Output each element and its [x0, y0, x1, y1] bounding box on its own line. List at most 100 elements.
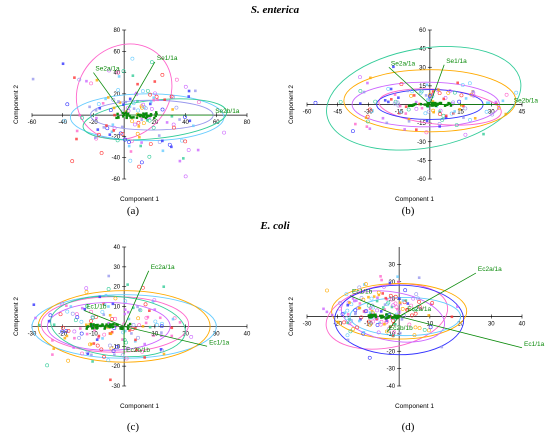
data-point [196, 148, 200, 152]
data-point [151, 125, 156, 130]
data-point [170, 145, 173, 149]
data-point [473, 116, 477, 120]
data-point [374, 315, 378, 319]
data-point [111, 302, 115, 306]
data-point [388, 281, 392, 285]
data-point [426, 97, 431, 102]
data-point [128, 105, 132, 108]
data-point [380, 278, 383, 282]
data-point [106, 96, 110, 99]
data-point [391, 303, 396, 308]
data-point [160, 331, 163, 334]
data-point [364, 116, 368, 120]
data-point [399, 82, 404, 86]
x-tick-label: 30 [488, 322, 495, 328]
data-point [344, 292, 349, 296]
data-point [196, 100, 201, 105]
x-tick-label: 40 [519, 322, 526, 328]
data-point [444, 115, 448, 119]
data-point [389, 87, 393, 91]
data-point [95, 116, 98, 120]
data-point [152, 98, 156, 102]
data-point [138, 135, 141, 139]
data-point [95, 78, 99, 82]
data-point [163, 98, 166, 102]
data-point [337, 306, 342, 311]
data-point [357, 319, 361, 323]
data-point [85, 304, 89, 309]
data-point [397, 280, 400, 284]
data-point [463, 106, 468, 111]
y-tick-label: -40 [111, 156, 120, 162]
data-point [191, 124, 195, 128]
data-point [482, 132, 485, 136]
panel-label-d: (d) [401, 421, 415, 433]
data-point [415, 128, 418, 132]
data-point [97, 336, 100, 339]
data-point [504, 112, 508, 116]
data-point [358, 75, 362, 80]
data-point [116, 88, 121, 92]
data-point [365, 125, 369, 128]
data-point [370, 315, 373, 319]
x-axis-title: Component 1 [120, 196, 159, 203]
data-point [351, 327, 356, 331]
data-point [144, 315, 149, 320]
data-point [120, 125, 124, 129]
data-point [182, 157, 185, 160]
data-point [106, 358, 111, 363]
y-tick-label: 15 [419, 84, 426, 90]
data-point [392, 316, 395, 319]
data-point [417, 276, 421, 279]
data-point [143, 106, 148, 111]
data-point [153, 80, 157, 83]
data-point [162, 352, 166, 356]
data-point [145, 115, 149, 118]
data-point [381, 315, 384, 318]
data-point [115, 344, 120, 349]
data-point [72, 346, 75, 349]
data-point [392, 65, 395, 69]
data-point [325, 288, 329, 293]
data-point [355, 325, 359, 330]
data-point [414, 292, 419, 297]
data-point [104, 324, 107, 328]
confidence-ellipse [37, 290, 211, 363]
loading-label: Ec2a/1a [407, 306, 431, 313]
y-tick-label: -20 [386, 349, 395, 355]
data-point [153, 116, 156, 120]
data-point [410, 313, 414, 318]
data-point [459, 93, 464, 98]
data-point [91, 360, 94, 363]
data-point [113, 113, 116, 117]
data-point [351, 129, 355, 134]
data-point [432, 104, 435, 107]
data-point [353, 312, 357, 316]
data-point [120, 132, 125, 136]
y-tick-label: 30 [113, 265, 120, 271]
data-point [107, 274, 111, 278]
data-point [156, 98, 159, 102]
data-point [346, 338, 350, 342]
data-point [406, 107, 411, 112]
data-point [346, 313, 350, 316]
data-point [65, 309, 70, 314]
data-point [183, 115, 187, 119]
data-point [418, 102, 421, 106]
data-point [432, 110, 435, 114]
data-point [354, 122, 357, 126]
data-point [180, 138, 184, 143]
x-tick-label: -30 [364, 110, 373, 116]
data-point [159, 324, 164, 329]
data-point [132, 116, 135, 119]
data-point [431, 90, 435, 93]
data-point [137, 323, 142, 328]
data-point [165, 121, 169, 124]
data-point [364, 282, 368, 286]
data-point [153, 91, 157, 96]
y-tick-label: 80 [113, 28, 120, 34]
data-point [359, 315, 364, 320]
data-point [144, 321, 148, 325]
data-point [128, 97, 132, 101]
confidence-ellipse [325, 283, 449, 350]
